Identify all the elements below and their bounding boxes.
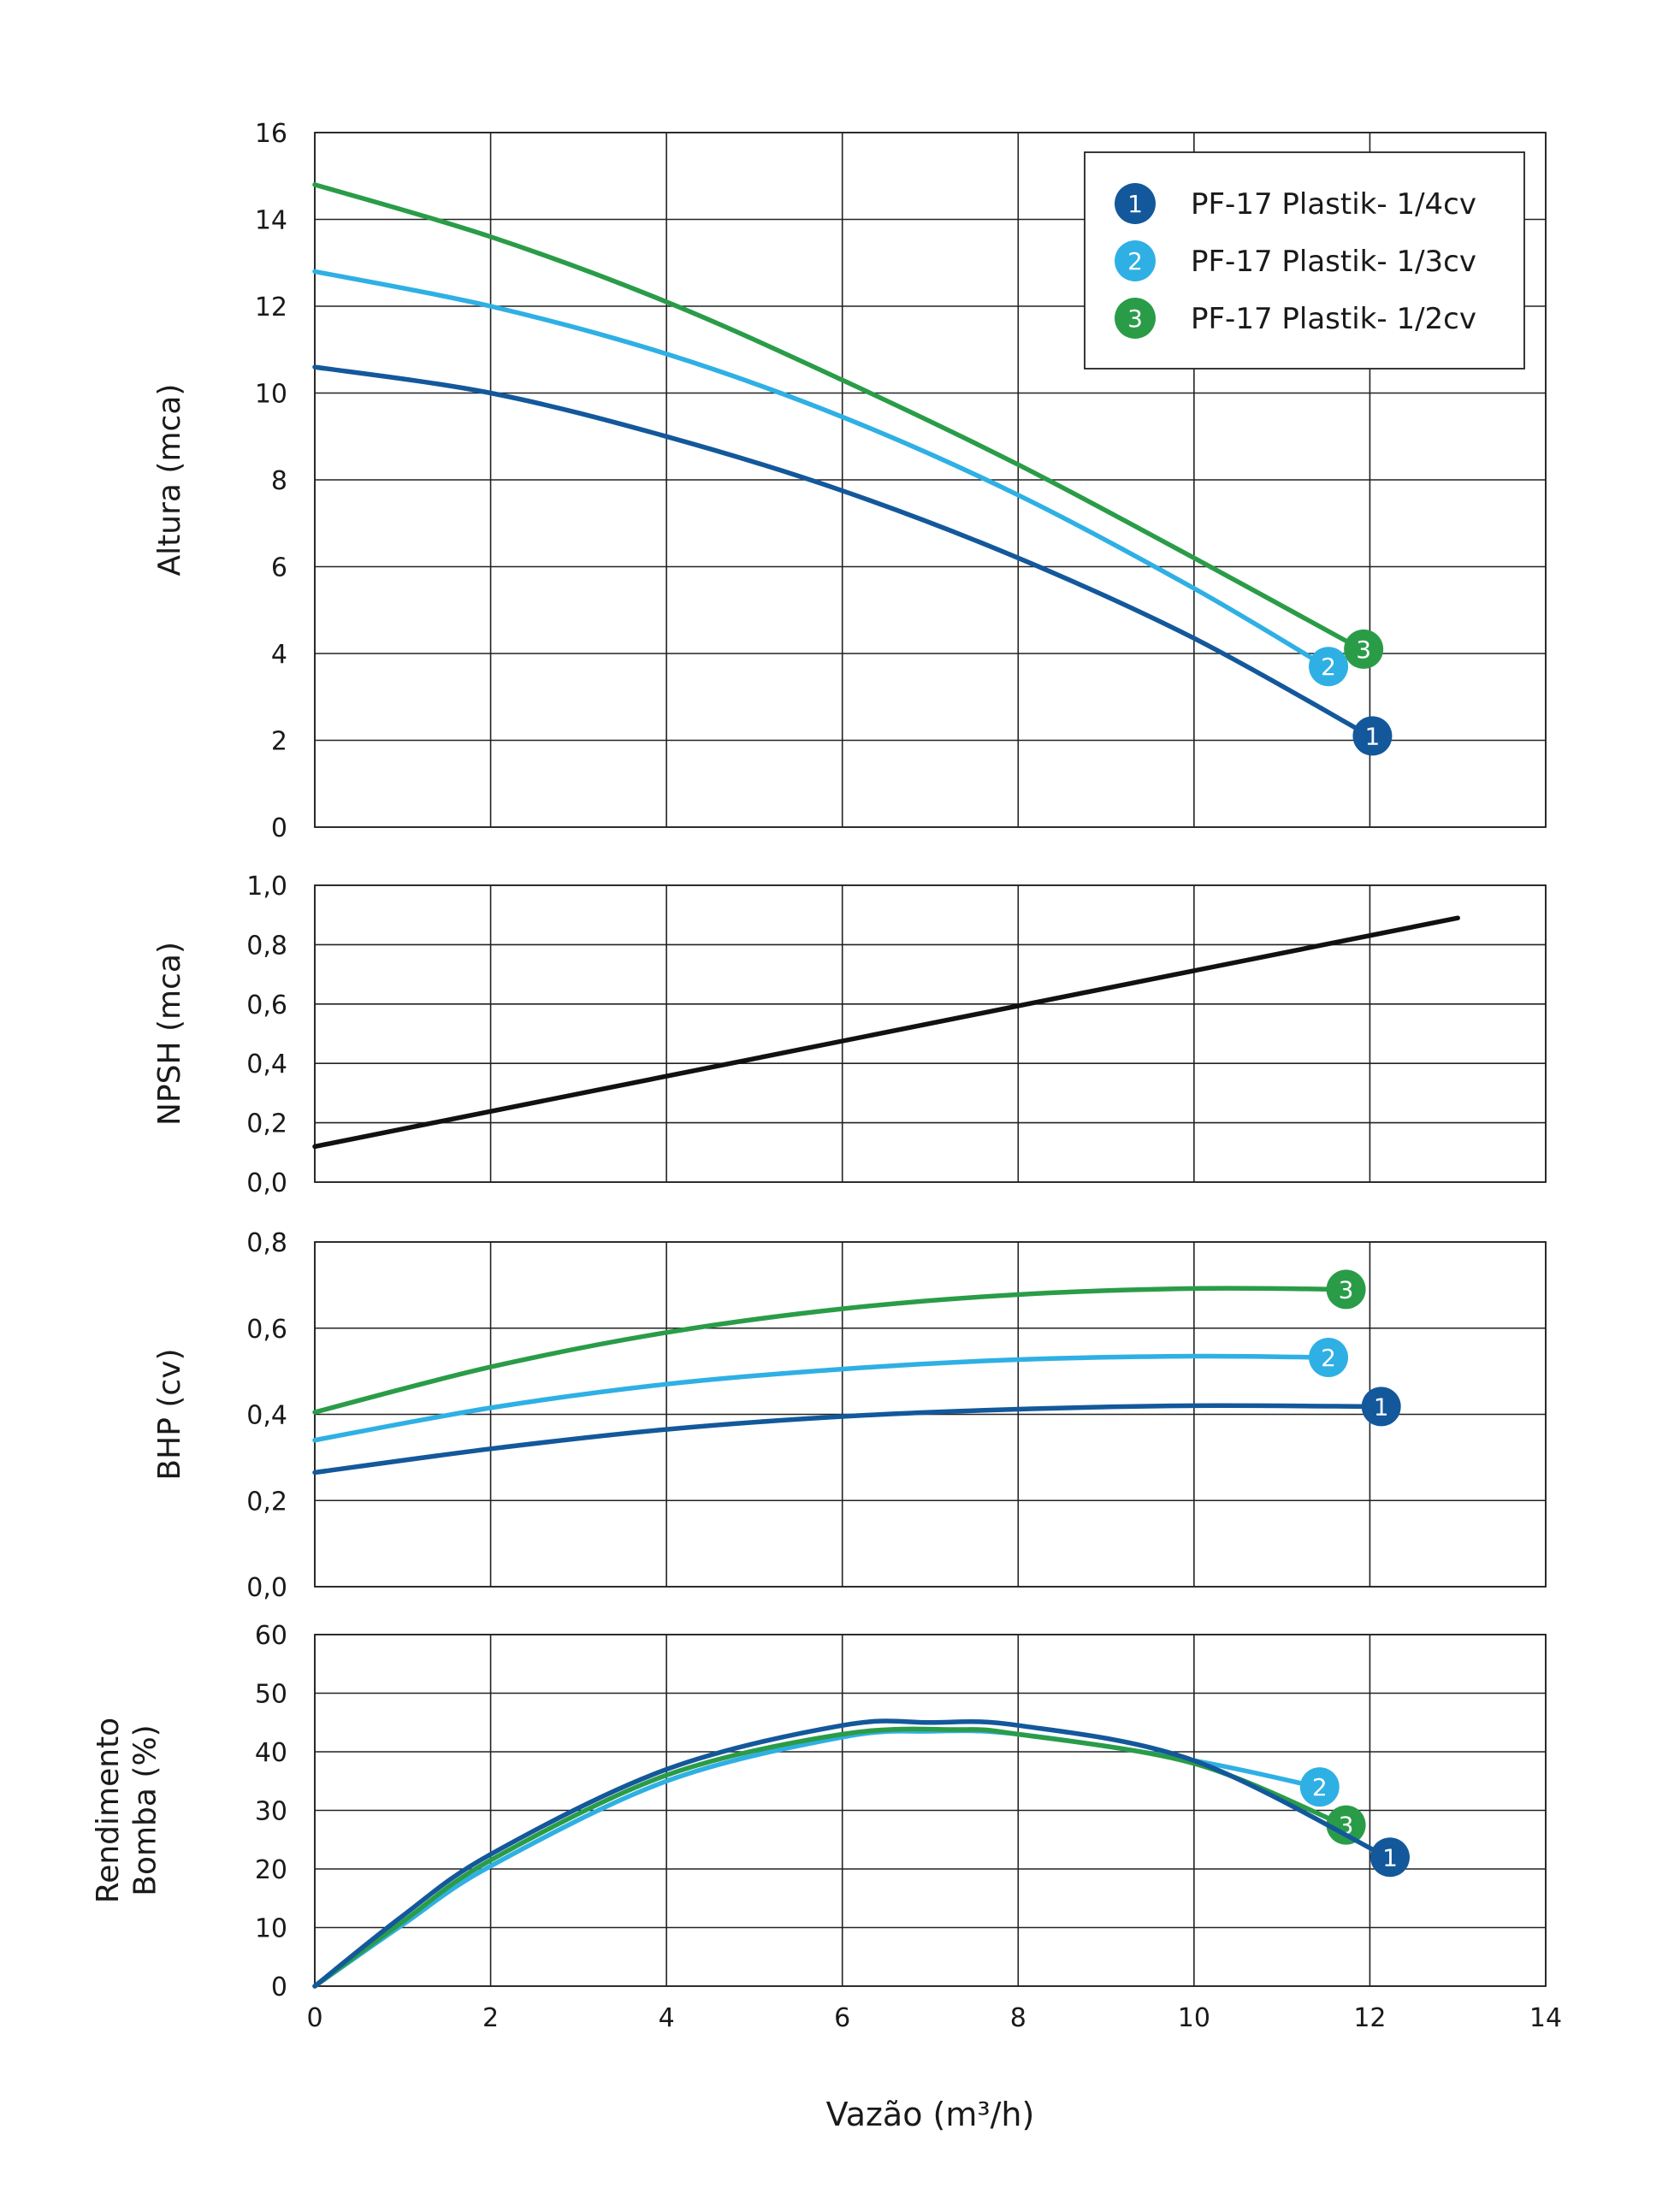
series-end-badge-2: 2 bbox=[1309, 1338, 1349, 1378]
y-tick-label: 14 bbox=[255, 206, 287, 236]
series-line-curve-1 bbox=[312, 1403, 1381, 1475]
legend-label: PF-17 Plastik- 1/3cv bbox=[1191, 245, 1476, 279]
y-tick-label: 8 bbox=[271, 466, 287, 496]
x-tick-label: 14 bbox=[1529, 2003, 1562, 2033]
series-end-badge-2: 2 bbox=[1309, 647, 1349, 687]
legend-marker-2 bbox=[1115, 240, 1156, 281]
y-axis-label: NPSH (mca) bbox=[152, 942, 187, 1126]
series-end-marker-label: 1 bbox=[1365, 722, 1381, 750]
series-end-marker-label: 1 bbox=[1382, 1843, 1398, 1872]
y-axis-label-line: Bomba (%) bbox=[127, 1724, 163, 1895]
series-end-marker-circle bbox=[1309, 647, 1349, 687]
series-line-curve-1 bbox=[312, 1718, 1390, 1989]
legend-marker-3 bbox=[1115, 298, 1156, 339]
legend-label: PF-17 Plastik- 1/4cv bbox=[1191, 187, 1476, 222]
y-tick-label: 0,6 bbox=[246, 1315, 287, 1345]
legend-item: 3 PF-17 Plastik- 1/2cv bbox=[1115, 298, 1476, 339]
y-tick-label: 0,6 bbox=[246, 991, 287, 1020]
y-tick-label: 40 bbox=[255, 1738, 287, 1768]
legend-marker-1 bbox=[1115, 183, 1156, 224]
y-axis-label: Altura (mca) bbox=[152, 384, 187, 577]
y-axis-label: BHP (cv) bbox=[152, 1348, 187, 1480]
y-tick-label: 0,8 bbox=[246, 1228, 287, 1258]
series-end-badge-3: 3 bbox=[1344, 629, 1384, 669]
y-tick-label: 0,2 bbox=[246, 1487, 287, 1517]
legend-marker-label: 3 bbox=[1127, 305, 1143, 333]
panel-bhp: 0,0 0,2 0,4 0,6 0,8 BHP (cv) 1 2 3 bbox=[152, 1228, 1547, 1603]
y-tick-label: 12 bbox=[255, 293, 287, 322]
plot-frame bbox=[314, 884, 1547, 1183]
y-tick-label: 10 bbox=[255, 1914, 287, 1944]
y-axis-label-line: Rendimento bbox=[91, 1718, 126, 1903]
panel-npsh: 0,0 0,2 0,4 0,6 0,8 1,0 NPSH (mca) bbox=[152, 872, 1547, 1198]
legend-item: 2 PF-17 Plastik- 1/3cv bbox=[1115, 240, 1476, 281]
series-end-marker-circle bbox=[1352, 716, 1393, 756]
series-end-marker-circle bbox=[1299, 1767, 1340, 1807]
series-line-curve-3 bbox=[312, 1726, 1346, 1989]
y-tick-label: 50 bbox=[255, 1680, 287, 1710]
x-axis-label: Vazão (m³/h) bbox=[826, 2096, 1035, 2133]
series-end-marker-circle bbox=[1309, 1338, 1349, 1378]
y-tick-label: 0,4 bbox=[246, 1401, 287, 1431]
legend-label: PF-17 Plastik- 1/2cv bbox=[1191, 302, 1476, 336]
y-tick-label: 20 bbox=[255, 1855, 287, 1885]
x-tick-label: 8 bbox=[1010, 2003, 1026, 2033]
x-tick-label: 6 bbox=[834, 2003, 850, 2033]
y-tick-label: 10 bbox=[255, 380, 287, 410]
y-tick-label: 2 bbox=[271, 727, 287, 757]
plot-frame bbox=[314, 1634, 1547, 1987]
y-tick-label: 6 bbox=[271, 553, 287, 583]
series-end-marker-circle bbox=[1326, 1269, 1366, 1310]
y-tick-label: 0,0 bbox=[246, 1168, 287, 1198]
legend: 1 PF-17 Plastik- 1/4cv 2 PF-17 Plastik- 1/3… bbox=[1084, 151, 1525, 370]
y-tick-label: 4 bbox=[271, 640, 287, 670]
series-end-marker-label: 2 bbox=[1312, 1773, 1328, 1801]
series-line-curve-3 bbox=[312, 182, 1364, 652]
series-end-marker-label: 2 bbox=[1321, 653, 1336, 681]
y-tick-label: 0,2 bbox=[246, 1109, 287, 1139]
x-tick-label: 0 bbox=[306, 2003, 322, 2033]
x-tick-label: 10 bbox=[1178, 2003, 1210, 2033]
y-tick-label: 0 bbox=[271, 813, 287, 843]
y-tick-label: 0,0 bbox=[246, 1573, 287, 1603]
series-end-marker-circle bbox=[1344, 629, 1384, 669]
series-end-marker-label: 2 bbox=[1321, 1344, 1336, 1372]
legend-marker-label: 1 bbox=[1127, 190, 1143, 218]
y-tick-label: 30 bbox=[255, 1797, 287, 1827]
y-axis-label: RendimentoBomba (%) bbox=[91, 1718, 163, 1903]
y-tick-label: 0,8 bbox=[246, 931, 287, 961]
y-tick-label: 1,0 bbox=[246, 872, 287, 902]
series-line-curve-2 bbox=[312, 269, 1328, 669]
series-line-curve-3 bbox=[312, 1286, 1346, 1415]
legend-item: 1 PF-17 Plastik- 1/4cv bbox=[1115, 183, 1476, 224]
series-end-badge-2: 2 bbox=[1299, 1767, 1340, 1807]
series-line-curve-2 bbox=[312, 1353, 1328, 1443]
legend-box bbox=[1084, 151, 1525, 370]
legend-marker-label: 2 bbox=[1127, 247, 1143, 275]
series-end-marker-circle bbox=[1369, 1837, 1410, 1878]
plot-frame bbox=[314, 132, 1547, 828]
series-end-marker-label: 3 bbox=[1356, 636, 1371, 664]
series-line-curve-1 bbox=[312, 364, 1373, 739]
series-end-badge-1: 1 bbox=[1352, 716, 1393, 756]
y-tick-label: 16 bbox=[255, 119, 287, 149]
x-tick-label: 12 bbox=[1353, 2003, 1386, 2033]
x-tick-label: 4 bbox=[659, 2003, 675, 2033]
series-end-marker-label: 1 bbox=[1374, 1393, 1389, 1421]
y-tick-label: 0 bbox=[271, 1972, 287, 2002]
series-end-marker-label: 3 bbox=[1339, 1275, 1354, 1304]
series-end-badge-3: 3 bbox=[1326, 1269, 1366, 1310]
y-tick-label: 60 bbox=[255, 1621, 287, 1651]
series-line-npsh bbox=[312, 915, 1460, 1150]
x-tick-label: 2 bbox=[482, 2003, 499, 2033]
series-end-marker-circle bbox=[1361, 1387, 1401, 1427]
series-end-badge-1: 1 bbox=[1369, 1837, 1410, 1878]
y-tick-label: 0,4 bbox=[246, 1050, 287, 1079]
series-end-marker-circle bbox=[1326, 1805, 1366, 1845]
series-end-badge-1: 1 bbox=[1361, 1387, 1401, 1427]
